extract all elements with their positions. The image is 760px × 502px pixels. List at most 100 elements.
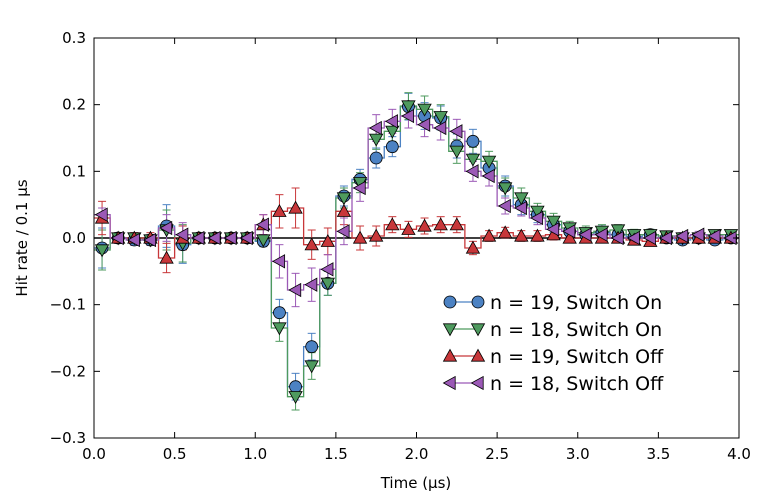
legend-label: n = 18, Switch On — [490, 319, 662, 341]
data-point — [530, 228, 545, 242]
data-point — [94, 207, 108, 222]
data-point — [175, 227, 189, 242]
data-point — [498, 225, 513, 239]
data-point — [94, 244, 110, 258]
legend: n = 19, Switch On n = 18, Switch On n = 19… — [442, 292, 664, 395]
x-tick-label: 4.0 — [727, 445, 751, 463]
data-point — [497, 198, 511, 214]
y-tick-label: −0.2 — [50, 362, 86, 380]
data-point — [594, 227, 608, 242]
data-point — [691, 227, 705, 242]
data-point — [498, 182, 513, 196]
legend-label: n = 18, Switch Off — [490, 373, 664, 395]
legend-marker — [442, 375, 456, 391]
y-tick-label: −0.3 — [50, 429, 86, 447]
data-point — [304, 277, 318, 292]
data-point — [481, 168, 495, 184]
data-point — [320, 234, 335, 247]
data-point — [272, 322, 287, 336]
x-tick-label: 2.5 — [485, 445, 509, 463]
data-point — [159, 220, 173, 236]
data-point — [352, 180, 366, 196]
data-point — [352, 230, 368, 244]
legend-marker — [470, 348, 486, 362]
legend-marker — [470, 323, 486, 337]
data-point — [481, 155, 497, 169]
x-tick-label: 1.5 — [324, 445, 348, 463]
data-point — [304, 237, 319, 251]
data-point — [610, 230, 624, 246]
legend-label: n = 19, Switch On — [490, 292, 662, 314]
y-axis-label: Hit rate / 0.1 μs — [13, 179, 31, 296]
legend-marker — [442, 348, 458, 362]
data-point — [417, 117, 431, 132]
data-point — [288, 282, 302, 298]
data-point — [385, 125, 400, 139]
data-point — [465, 240, 481, 254]
x-tick-label: 2.0 — [405, 445, 429, 463]
data-point — [304, 360, 319, 374]
data-point — [433, 217, 448, 231]
y-tick-label: 0.1 — [62, 162, 86, 180]
data-point — [239, 230, 253, 246]
y-tick-label: 0.0 — [62, 229, 86, 247]
legend-marker — [443, 295, 457, 309]
data-point — [223, 230, 237, 246]
x-tick-label: 1.0 — [243, 445, 267, 463]
data-point — [143, 232, 157, 248]
data-point — [449, 217, 464, 231]
data-point — [401, 222, 416, 235]
data-point — [320, 277, 335, 291]
data-point — [385, 140, 399, 154]
legend-label: n = 19, Switch Off — [490, 346, 664, 368]
data-point — [642, 230, 656, 246]
data-point — [368, 120, 382, 136]
data-point — [465, 153, 481, 167]
data-point — [369, 228, 384, 242]
data-point — [320, 262, 334, 277]
data-point — [513, 200, 527, 216]
legend-marker — [471, 295, 485, 309]
data-point — [159, 250, 174, 264]
y-tick-label: 0.3 — [62, 29, 86, 47]
x-tick-label: 3.5 — [646, 445, 670, 463]
legend-marker — [470, 375, 484, 391]
data-point — [289, 380, 302, 394]
y-tick-label: −0.1 — [50, 296, 86, 314]
data-point — [288, 200, 303, 214]
data-point — [546, 222, 560, 237]
data-point — [273, 306, 286, 320]
data-point — [256, 234, 271, 248]
data-point — [449, 145, 464, 159]
data-point — [626, 230, 640, 246]
data-point — [546, 215, 561, 229]
data-point — [369, 133, 384, 147]
data-point — [610, 224, 626, 238]
x-axis-label: Time (μs) — [380, 474, 452, 492]
x-axis: 0.0 0.5 1.0 1.5 2.0 2.5 3.0 3.5 4.0 — [82, 38, 751, 463]
data-point — [659, 230, 673, 246]
y-tick-label: 0.2 — [62, 96, 86, 114]
data-point — [675, 228, 689, 244]
data-point — [562, 224, 576, 239]
data-point — [562, 230, 577, 244]
data-point — [707, 228, 721, 244]
data-point — [465, 164, 479, 179]
data-point — [578, 227, 592, 242]
data-point — [207, 230, 221, 246]
data-point — [530, 205, 545, 219]
data-point — [417, 103, 432, 117]
data-point — [401, 100, 416, 114]
data-markers — [94, 100, 739, 404]
legend-marker — [442, 323, 458, 337]
data-point — [417, 218, 432, 232]
data-point — [433, 120, 447, 136]
data-point — [514, 192, 529, 206]
data-point — [191, 230, 205, 246]
data-point — [481, 228, 497, 242]
data-point — [126, 232, 140, 248]
x-tick-label: 0.5 — [163, 445, 187, 463]
data-point — [336, 192, 352, 206]
data-point — [369, 151, 383, 165]
